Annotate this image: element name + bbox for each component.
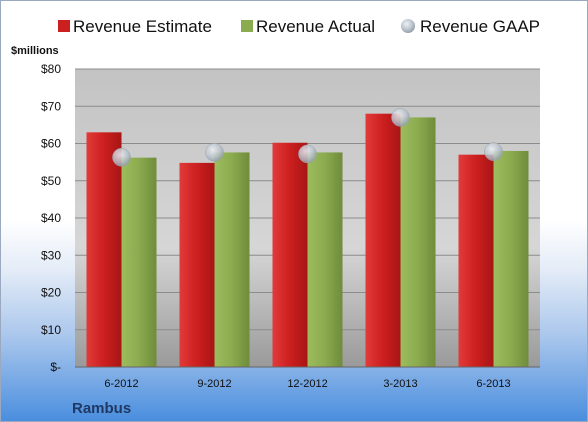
legend-item-revenue-estimate: Revenue Estimate bbox=[58, 17, 212, 36]
x-tick-label: 9-2012 bbox=[197, 378, 231, 390]
bar-revenue-actual-3-2013 bbox=[400, 117, 436, 367]
y-tick-label: $70 bbox=[41, 99, 61, 113]
company-name: Rambus bbox=[72, 400, 131, 417]
legend-label-revenue-gaap: Revenue GAAP bbox=[420, 17, 540, 36]
bar-revenue-actual-6-2013 bbox=[493, 150, 529, 367]
legend-label-revenue-estimate: Revenue Estimate bbox=[73, 17, 212, 36]
bars bbox=[86, 113, 529, 367]
y-tick-label: $50 bbox=[41, 174, 61, 188]
marker-revenue-gaap-3-2013 bbox=[391, 108, 410, 127]
y-tick-label: $80 bbox=[41, 62, 61, 76]
x-tick-label: 12-2012 bbox=[287, 378, 327, 390]
legend-item-revenue-actual: Revenue Actual bbox=[241, 17, 375, 36]
y-unit-label: $millions bbox=[11, 45, 59, 57]
legend-marker-revenue-gaap bbox=[401, 19, 415, 33]
bar-revenue-estimate-9-2012 bbox=[179, 162, 215, 367]
legend-swatch-revenue-actual bbox=[241, 20, 253, 32]
legend-label-revenue-actual: Revenue Actual bbox=[256, 17, 375, 36]
bar-revenue-actual-9-2012 bbox=[214, 152, 250, 367]
y-tick-label: $20 bbox=[41, 286, 61, 300]
y-tick-label: $60 bbox=[41, 137, 61, 151]
x-tick-label: 6-2012 bbox=[104, 378, 138, 390]
bar-revenue-actual-6-2012 bbox=[121, 157, 157, 367]
y-axis-ticks: $- $10 $20 $30 $40 $50 $60 $70 $80 bbox=[41, 62, 61, 374]
bar-revenue-estimate-6-2012 bbox=[86, 132, 122, 367]
legend-item-revenue-gaap: Revenue GAAP bbox=[401, 17, 540, 36]
bar-revenue-actual-12-2012 bbox=[307, 152, 343, 367]
marker-revenue-gaap-9-2012 bbox=[205, 143, 224, 162]
marker-revenue-gaap-12-2012 bbox=[298, 144, 317, 164]
y-tick-label: $- bbox=[50, 360, 61, 374]
y-tick-label: $30 bbox=[41, 248, 61, 262]
bar-revenue-estimate-6-2013 bbox=[458, 154, 494, 367]
bar-revenue-estimate-12-2012 bbox=[272, 142, 308, 367]
bar-revenue-estimate-3-2013 bbox=[365, 113, 401, 367]
x-tick-label: 3-2013 bbox=[383, 378, 417, 390]
y-tick-label: $40 bbox=[41, 211, 61, 225]
y-tick-label: $10 bbox=[41, 323, 61, 337]
legend-swatch-revenue-estimate bbox=[58, 20, 70, 32]
x-axis-ticks: 6-2012 9-2012 12-2012 3-2013 6-2013 bbox=[104, 378, 510, 390]
marker-revenue-gaap-6-2012 bbox=[112, 148, 131, 167]
legend: Revenue Estimate Revenue Actual Revenue … bbox=[58, 17, 540, 36]
marker-revenue-gaap-6-2013 bbox=[484, 142, 503, 161]
gaap-markers bbox=[112, 108, 503, 167]
x-tick-label: 6-2013 bbox=[476, 378, 510, 390]
